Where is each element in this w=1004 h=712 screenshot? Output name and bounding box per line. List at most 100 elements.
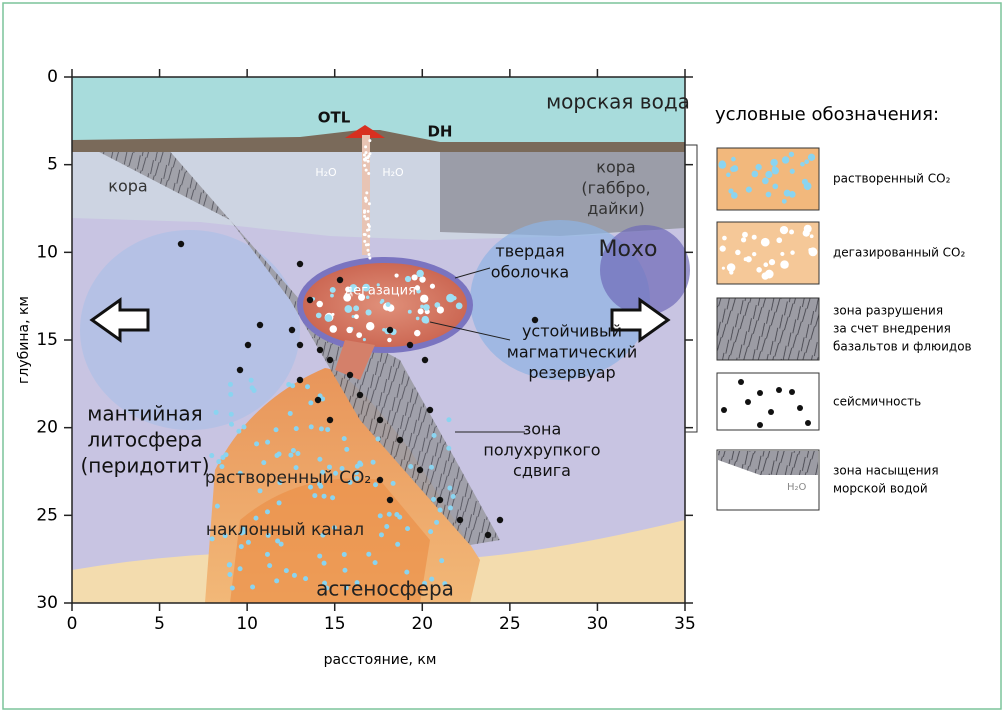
swatch-dot xyxy=(752,235,757,240)
legend-label: растворенный CO₂ xyxy=(833,172,951,186)
co2-bubble xyxy=(357,461,362,466)
co2-bubble xyxy=(312,493,317,498)
co2-bubble xyxy=(342,552,347,557)
bubble xyxy=(363,164,366,167)
seismic-event xyxy=(437,497,443,503)
y-tick-label: 25 xyxy=(36,505,58,525)
legend-label: зона разрушения xyxy=(833,304,943,318)
co2-bubble xyxy=(250,385,255,390)
region-label: Мохо xyxy=(599,237,658,262)
co2-bubble xyxy=(405,526,410,531)
co2-bubble xyxy=(434,520,439,525)
bubble xyxy=(423,304,430,311)
bubble xyxy=(344,305,352,313)
x-tick-label: 20 xyxy=(411,614,433,634)
swatch-dot xyxy=(726,173,730,177)
legend-label: сейсмичность xyxy=(833,395,921,409)
seismic-event xyxy=(377,477,383,483)
region-label: полухрупкого xyxy=(483,440,600,459)
co2-bubble xyxy=(342,436,347,441)
y-tick-label: 15 xyxy=(36,330,58,350)
bubble xyxy=(367,235,370,238)
swatch-dot xyxy=(720,246,726,252)
co2-bubble xyxy=(230,586,235,591)
co2-bubble xyxy=(325,427,330,432)
bubble xyxy=(416,317,420,321)
co2-bubble xyxy=(214,410,219,415)
co2-bubble xyxy=(288,411,293,416)
co2-bubble xyxy=(428,529,433,534)
y-tick-label: 10 xyxy=(36,242,58,262)
co2-bubble xyxy=(446,417,451,422)
seismic-event xyxy=(417,467,423,473)
seismic-event xyxy=(307,297,313,303)
co2-bubble xyxy=(209,453,214,458)
legend-label: дегазированный CO₂ xyxy=(833,246,966,260)
region-label: дайки) xyxy=(587,199,645,218)
bubble xyxy=(368,257,371,260)
co2-bubble xyxy=(379,532,384,537)
swatch-dot xyxy=(735,250,740,255)
bubble xyxy=(363,215,366,218)
swatch-dot xyxy=(784,190,791,197)
region-label: устойчивый xyxy=(522,322,622,341)
co2-bubble xyxy=(432,433,437,438)
x-tick-label: 5 xyxy=(154,614,165,634)
co2-bubble xyxy=(408,464,413,469)
swatch-dot xyxy=(731,157,736,162)
swatch-dot xyxy=(742,232,748,238)
swatch-dot xyxy=(756,267,762,273)
region-label: наклонный канал xyxy=(206,520,364,540)
bubble xyxy=(365,169,368,172)
seismic-event xyxy=(327,357,333,363)
bubble xyxy=(381,299,385,303)
co2-bubble xyxy=(317,457,322,462)
swatch-dot xyxy=(763,262,768,267)
swatch-dot xyxy=(745,399,751,405)
x-tick-label: 0 xyxy=(67,614,78,634)
co2-bubble xyxy=(265,509,270,514)
seismic-event xyxy=(178,241,184,247)
legend-label: базальтов и флюидов xyxy=(833,340,972,354)
bubble xyxy=(368,202,371,205)
co2-bubble xyxy=(290,383,295,388)
co2-bubble xyxy=(447,486,452,491)
swatch-dot xyxy=(770,159,777,166)
bubble xyxy=(329,325,337,333)
co2-bubble xyxy=(294,426,299,431)
co2-bubble xyxy=(330,495,335,500)
region-label: кора xyxy=(108,177,147,196)
bubble xyxy=(420,305,424,309)
co2-bubble xyxy=(277,500,282,505)
seismic-event xyxy=(377,417,383,423)
co2-bubble xyxy=(227,563,232,568)
co2-bubble xyxy=(373,482,378,487)
swatch-dot xyxy=(741,237,746,242)
co2-bubble xyxy=(267,563,272,568)
swatch-dot xyxy=(746,187,752,193)
swatch-dot xyxy=(789,389,795,395)
bubble xyxy=(394,273,398,277)
bubble xyxy=(367,155,370,158)
swatch-dot xyxy=(776,387,782,393)
swatch-dot xyxy=(757,390,763,396)
co2-bubble xyxy=(228,382,233,387)
bubble xyxy=(346,327,352,333)
region-label: морская вода xyxy=(546,90,690,114)
bubble xyxy=(365,243,368,246)
swatch-dot xyxy=(782,199,787,204)
swatch-dot xyxy=(780,260,788,268)
co2-bubble xyxy=(238,566,243,571)
co2-bubble xyxy=(249,378,254,383)
co2-bubble xyxy=(373,560,378,565)
bubble xyxy=(364,145,367,148)
region-label: H₂O xyxy=(315,166,337,179)
swatch-dot xyxy=(766,192,772,198)
swatch-dot xyxy=(722,236,727,241)
co2-bubble xyxy=(254,441,259,446)
co2-bubble xyxy=(228,392,233,397)
x-tick-label: 30 xyxy=(587,614,609,634)
swatch-dot xyxy=(789,152,794,157)
co2-bubble xyxy=(265,552,270,557)
legend-label: за счет внедрения xyxy=(833,322,951,336)
